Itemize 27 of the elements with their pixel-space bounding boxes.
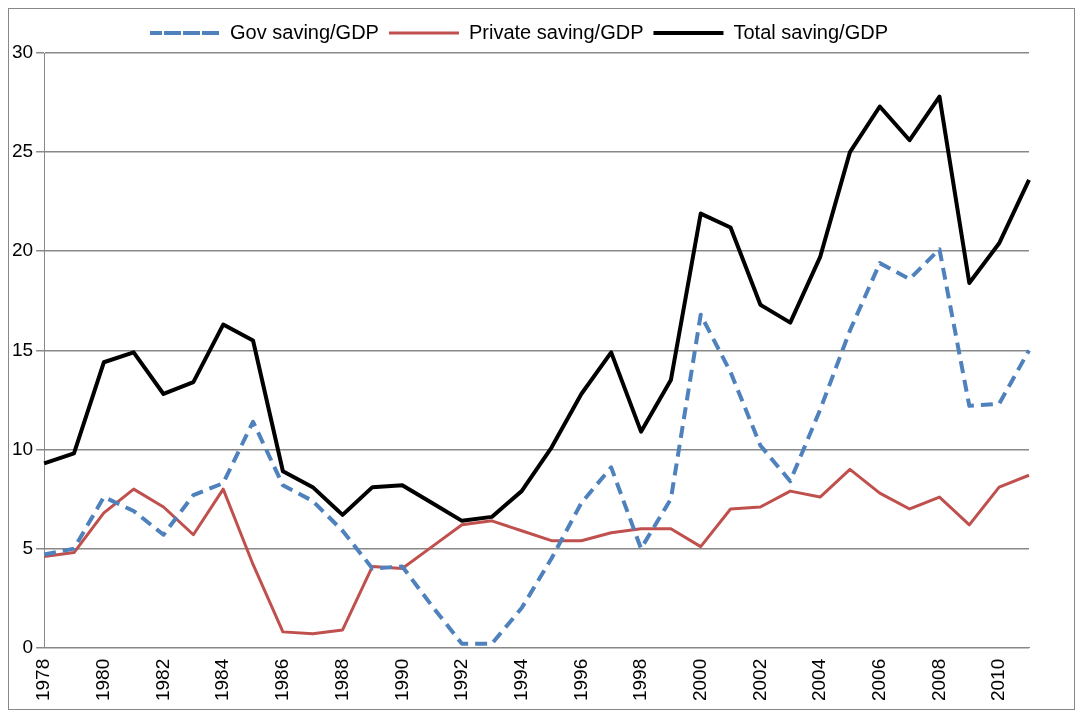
x-tick-label: 1994	[509, 658, 531, 702]
x-tick-label: 1982	[151, 658, 173, 702]
y-tick-label: 20	[11, 239, 34, 261]
y-tick-label: 0	[22, 635, 34, 657]
x-tick-label: 1978	[32, 658, 54, 702]
x-tick-label: 1980	[92, 658, 114, 702]
y-tick-label: 30	[11, 41, 34, 63]
x-tick-label: 1984	[211, 658, 233, 702]
x-tick-label: 2010	[987, 658, 1009, 702]
x-tick-label: 2004	[808, 658, 830, 702]
x-tick-label: 2008	[927, 658, 949, 702]
x-tick-label: 1990	[390, 658, 412, 702]
x-tick-label: 1998	[629, 658, 651, 702]
x-tick-label: 2006	[868, 658, 890, 702]
x-tick-label: 2002	[748, 658, 770, 702]
legend-label: Private saving/GDP	[468, 20, 644, 43]
y-tick-label: 5	[22, 536, 34, 558]
x-tick-label: 1996	[569, 658, 591, 702]
y-tick-label: 15	[11, 338, 34, 360]
y-tick-label: 25	[11, 140, 34, 162]
x-tick-label: 1988	[330, 658, 352, 702]
x-tick-label: 2000	[688, 658, 710, 702]
x-tick-label: 1992	[450, 658, 472, 702]
legend-label: Gov saving/GDP	[230, 20, 379, 43]
x-tick-label: 1986	[271, 658, 293, 702]
y-tick-label: 10	[11, 437, 34, 459]
legend-label: Total saving/GDP	[733, 20, 888, 43]
